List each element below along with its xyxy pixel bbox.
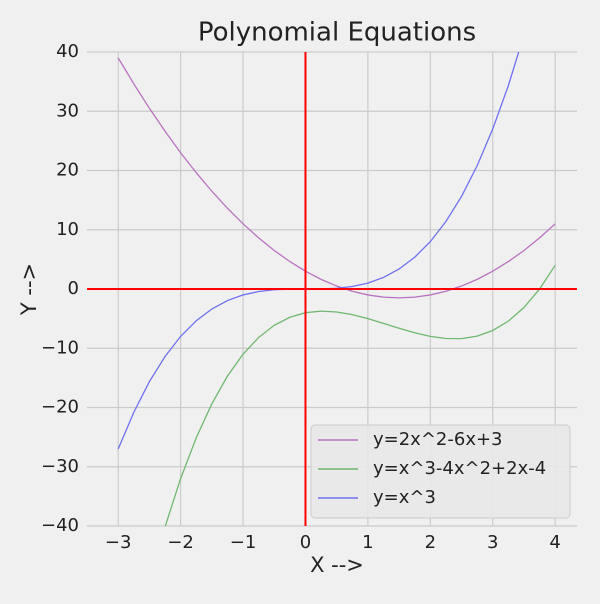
- y-tick-label: 40: [56, 41, 79, 62]
- y-tick-label: 30: [56, 100, 79, 121]
- legend: y=2x^2-6x+3 y=x^3-4x^2+2x-4 y=x^3: [310, 424, 571, 519]
- x-tick-label: −1: [230, 532, 257, 553]
- legend-label: y=2x^2-6x+3: [373, 429, 503, 450]
- x-tick-label: −2: [167, 532, 194, 553]
- y-tick-label: −40: [41, 515, 79, 536]
- x-tick-label: 3: [487, 532, 498, 553]
- x-axis-label: X -->: [310, 553, 364, 577]
- legend-label: y=x^3: [373, 487, 436, 508]
- x-tick-label: −3: [105, 532, 132, 553]
- series-line: [117, 57, 556, 299]
- y-tick-label: 10: [56, 219, 79, 240]
- x-tick-label: 0: [300, 532, 311, 553]
- y-tick-label: 20: [56, 160, 79, 181]
- y-tick-label: −20: [41, 397, 79, 418]
- x-tick-label: 2: [425, 532, 436, 553]
- x-tick-label: 1: [362, 532, 373, 553]
- legend-box: [310, 424, 571, 519]
- y-axis-label: Y -->: [17, 263, 41, 316]
- legend-label: y=x^3-4x^2+2x-4: [373, 458, 546, 479]
- series-line: [164, 264, 556, 526]
- y-tick-label: 0: [68, 278, 79, 299]
- y-tick-label: −10: [41, 337, 79, 358]
- plot-area: [87, 52, 577, 526]
- chart-title: Polynomial Equations: [198, 18, 476, 48]
- y-tick-label: −30: [41, 456, 79, 477]
- x-tick-label: 4: [549, 532, 560, 553]
